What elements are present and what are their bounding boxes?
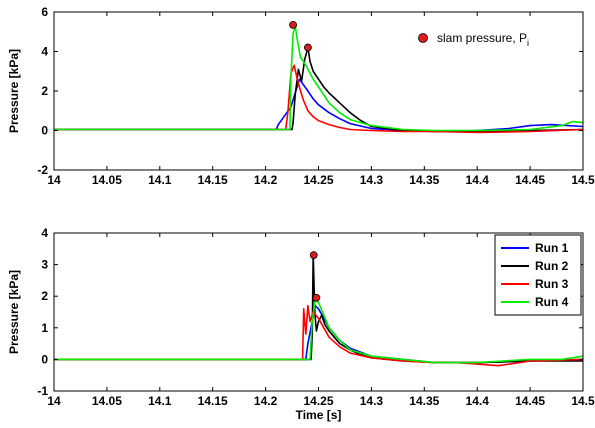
- legend-label: Run 4: [535, 295, 569, 309]
- slam-pressure-marker: [312, 293, 321, 302]
- x-tick-label: 14.25: [303, 173, 333, 187]
- y-axis-label: Pressure [kPa]: [7, 49, 21, 133]
- y-tick-label: -2: [37, 163, 48, 177]
- x-tick-label: 14.15: [198, 173, 228, 187]
- y-tick-label: 6: [41, 5, 48, 19]
- x-tick-label: 14.5: [571, 173, 595, 187]
- slam-pressure-marker: [289, 20, 298, 29]
- x-tick-label: 14.15: [198, 394, 228, 408]
- x-tick-label: 14.4: [466, 394, 490, 408]
- x-axis-label: Time [s]: [296, 408, 342, 422]
- bottom-pressure-panel: 14 14.05 14.1 14.15 14.2 14.25 14.3 14.35 14.4 14…: [7, 226, 595, 422]
- y-tick-label: -1: [37, 384, 48, 398]
- x-tick-label: 14.35: [409, 394, 439, 408]
- x-tick-label: 14.3: [360, 173, 384, 187]
- series-line-2: [54, 46, 584, 133]
- x-tick-label: 14.2: [254, 173, 278, 187]
- x-tick-label: 14.2: [254, 394, 278, 408]
- x-tick-label: 14.25: [303, 394, 333, 408]
- y-axis-label: Pressure [kPa]: [7, 270, 21, 354]
- slam-pressure-marker: [309, 251, 318, 260]
- x-tick-label: 14.45: [515, 173, 545, 187]
- legend-label: Run 3: [535, 277, 569, 291]
- x-tick-label: 14.45: [515, 394, 545, 408]
- y-tick-label: 1: [41, 321, 48, 335]
- legend-label: Run 1: [535, 241, 569, 255]
- legend-label: slam pressure, Pi: [437, 31, 529, 48]
- top-pressure-panel: 14 14.05 14.1 14.15 14.2 14.25 14.3 14.35 14.4 14…: [7, 5, 595, 187]
- x-tick-label: 14: [47, 173, 61, 187]
- legend-marker: [418, 33, 428, 43]
- y-tick-label: 2: [41, 84, 48, 98]
- x-tick-label: 14.5: [571, 394, 595, 408]
- y-tick-label: 3: [41, 258, 48, 272]
- series-line-3: [54, 304, 584, 367]
- series-line-4: [54, 298, 584, 364]
- x-tick-label: 14.05: [92, 173, 122, 187]
- x-tick-label: 14.3: [360, 394, 384, 408]
- x-tick-label: 14.1: [148, 394, 172, 408]
- y-tick-label: 2: [41, 289, 48, 303]
- y-tick-label: 4: [41, 226, 48, 240]
- x-tick-label: 14: [47, 394, 61, 408]
- slam-pressure-marker: [304, 43, 312, 52]
- x-tick-label: 14.4: [466, 173, 490, 187]
- x-tick-label: 14.1: [148, 173, 172, 187]
- legend-label: Run 2: [535, 259, 569, 273]
- series-line-3: [54, 64, 584, 134]
- y-tick-label: 4: [41, 45, 48, 59]
- x-tick-label: 14.35: [409, 173, 439, 187]
- x-tick-label: 14.05: [92, 394, 122, 408]
- y-tick-label: 0: [41, 124, 48, 138]
- y-tick-label: 0: [41, 352, 48, 366]
